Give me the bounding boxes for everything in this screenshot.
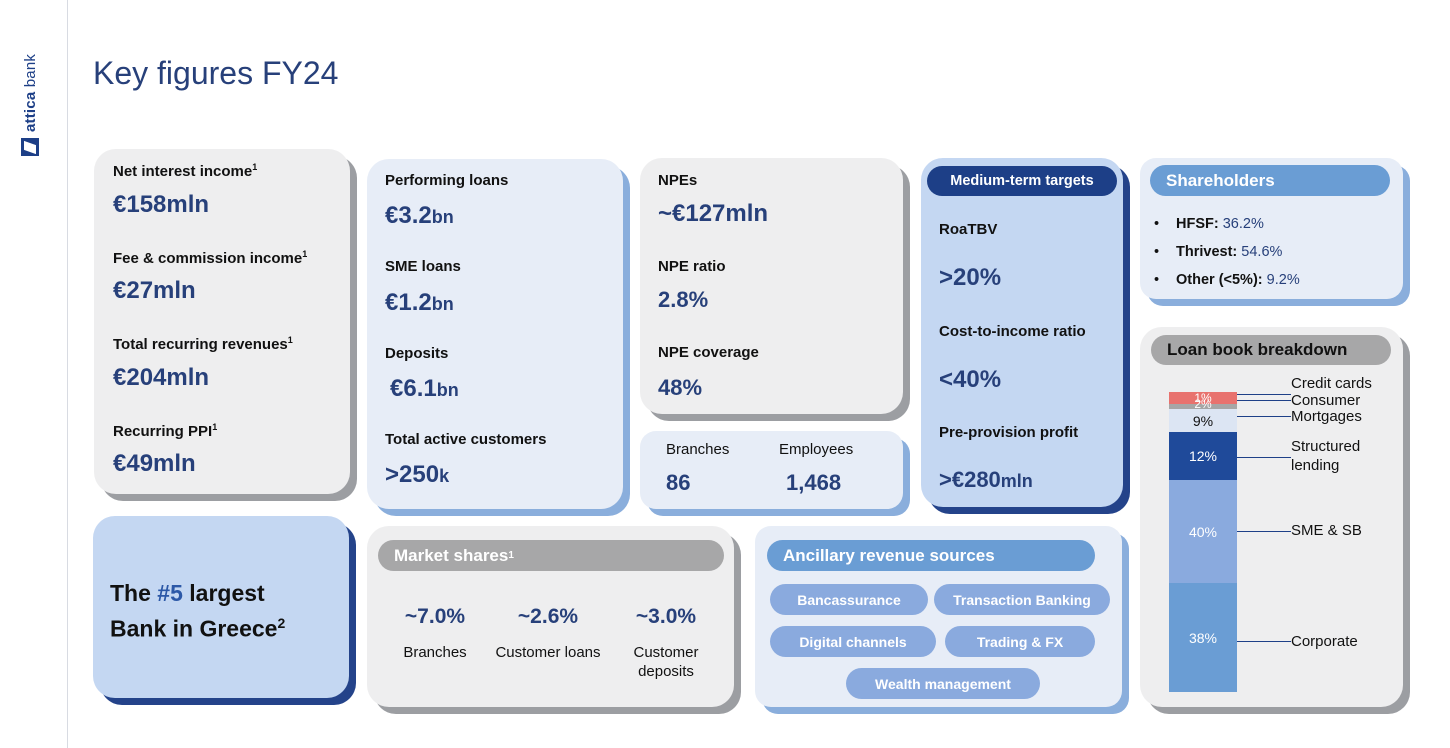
- tag-wealth-management: Wealth management: [846, 668, 1040, 699]
- leader-line: [1237, 416, 1291, 417]
- income-value: €27mln: [113, 277, 196, 304]
- tag-bancassurance: Bancassurance: [770, 584, 928, 615]
- targets-card: Medium-term targets RoaTBV >20% Cost-to-…: [921, 158, 1123, 507]
- legend-credit-cards: Credit cards: [1291, 375, 1372, 392]
- balance-label: Performing loans: [385, 172, 509, 189]
- bar-segment-sme: 40%: [1169, 480, 1237, 583]
- leader-line: [1237, 531, 1291, 532]
- income-label: Fee & commission income1: [113, 249, 308, 267]
- balance-value: €1.2bn: [385, 289, 454, 316]
- bar-segment-consumer: 2%: [1169, 398, 1237, 410]
- target-value: >€280mln: [939, 467, 1033, 492]
- logo-brand-bold: attica: [21, 91, 39, 132]
- income-value: €49mln: [113, 450, 196, 477]
- market-share-value: ~7.0%: [404, 605, 466, 628]
- npe-label: NPEs: [658, 172, 698, 189]
- target-label: Cost-to-income ratio: [939, 323, 1086, 340]
- shareholder-item: HFSF: 36.2%: [1154, 210, 1300, 238]
- market-share-value: ~2.6%: [517, 605, 579, 628]
- npe-value: 2.8%: [658, 287, 709, 312]
- tag-trading-fx: Trading & FX: [945, 626, 1095, 657]
- target-label: Pre-provision profit: [939, 424, 1079, 441]
- employees-value: 1,468: [786, 470, 842, 495]
- shareholders-list: HFSF: 36.2% Thrivest: 54.6% Other (<5%):…: [1154, 210, 1300, 294]
- target-value: >20%: [939, 264, 1002, 291]
- loan-book-chart: 1% 2% 9% 12% 40% 38%: [1169, 391, 1237, 692]
- legend-structured-lending: Structured lending: [1291, 438, 1361, 474]
- market-shares-card: Market shares 1 ~7.0% Branches ~2.6% Cust…: [367, 526, 734, 707]
- branches-value: 86: [666, 470, 691, 495]
- page-title: Key figures FY24: [93, 55, 339, 91]
- target-label: RoaTBV: [939, 221, 998, 238]
- market-shares-header: Market shares 1: [378, 540, 724, 571]
- npe-label: NPE ratio: [658, 258, 726, 275]
- bar-segment-mortgages: 9%: [1169, 409, 1237, 432]
- attica-bank-logo: attica bank: [18, 44, 42, 156]
- leader-line: [1237, 457, 1291, 458]
- attica-logo-icon: [21, 138, 39, 156]
- income-value: €158mln: [113, 191, 210, 218]
- ancillary-header: Ancillary revenue sources: [767, 540, 1095, 571]
- shareholder-item: Thrivest: 54.6%: [1154, 238, 1300, 266]
- rank-statement: The #5 largest Bank in Greece2: [110, 580, 286, 642]
- bar-segment-corporate: 38%: [1169, 583, 1237, 692]
- balance-label: Deposits: [385, 345, 449, 362]
- legend-consumer: Consumer: [1291, 392, 1361, 409]
- sidebar: attica bank: [0, 0, 68, 748]
- tag-transaction-banking: Transaction Banking: [934, 584, 1110, 615]
- loan-book-card: Loan book breakdown 1% 2% 9% 12% 40% 38%…: [1140, 327, 1403, 707]
- shareholders-card: Shareholders HFSF: 36.2% Thrivest: 54.6%…: [1140, 158, 1403, 299]
- balance-value: >250k: [385, 461, 450, 488]
- npe-value: 48%: [658, 375, 703, 400]
- network-card: Branches 86 Employees 1,468: [640, 431, 903, 509]
- npe-label: NPE coverage: [658, 344, 759, 361]
- leader-line: [1237, 394, 1291, 395]
- balance-label: Total active customers: [385, 431, 547, 448]
- rank-card: The #5 largest Bank in Greece2: [93, 516, 349, 698]
- market-share-label: Customer deposits: [633, 644, 699, 680]
- legend-mortgages: Mortgages: [1291, 408, 1362, 425]
- loan-book-header: Loan book breakdown: [1151, 335, 1391, 365]
- shareholders-header: Shareholders: [1150, 165, 1390, 196]
- leader-line: [1237, 641, 1291, 642]
- targets-header: Medium-term targets: [927, 166, 1117, 196]
- balance-value: €3.2bn: [385, 202, 454, 229]
- balance-card: Performing loans €3.2bn SME loans €1.2bn…: [367, 159, 623, 509]
- legend-corporate: Corporate: [1291, 633, 1358, 650]
- ancillary-card: Ancillary revenue sources Bancassurance …: [755, 526, 1122, 707]
- bar-segment-credit-cards: 1%: [1169, 391, 1237, 405]
- bar-segment-structured: 12%: [1169, 432, 1237, 480]
- market-share-label: Customer loans: [495, 644, 601, 661]
- market-share-value: ~3.0%: [635, 605, 697, 628]
- leader-line: [1237, 400, 1291, 401]
- employees-label: Employees: [779, 441, 854, 458]
- income-label: Net interest income1: [113, 162, 258, 180]
- shareholder-item: Other (<5%): 9.2%: [1154, 266, 1300, 294]
- tag-digital-channels: Digital channels: [770, 626, 936, 657]
- income-label: Total recurring revenues1: [113, 335, 293, 353]
- balance-label: SME loans: [385, 258, 461, 275]
- income-label: Recurring PPI1: [113, 422, 218, 440]
- target-value: <40%: [939, 366, 1002, 393]
- legend-sme-sb: SME & SB: [1291, 522, 1362, 539]
- branches-label: Branches: [666, 441, 730, 458]
- balance-value: €6.1bn: [390, 375, 459, 402]
- logo-brand-light: bank: [21, 53, 39, 88]
- market-share-label: Branches: [403, 644, 467, 661]
- income-card: Net interest income1 €158mln Fee & commi…: [94, 149, 350, 494]
- npe-card: NPEs ~€127mln NPE ratio 2.8% NPE coverag…: [640, 158, 903, 414]
- income-value: €204mln: [113, 364, 210, 391]
- npe-value: ~€127mln: [658, 200, 769, 227]
